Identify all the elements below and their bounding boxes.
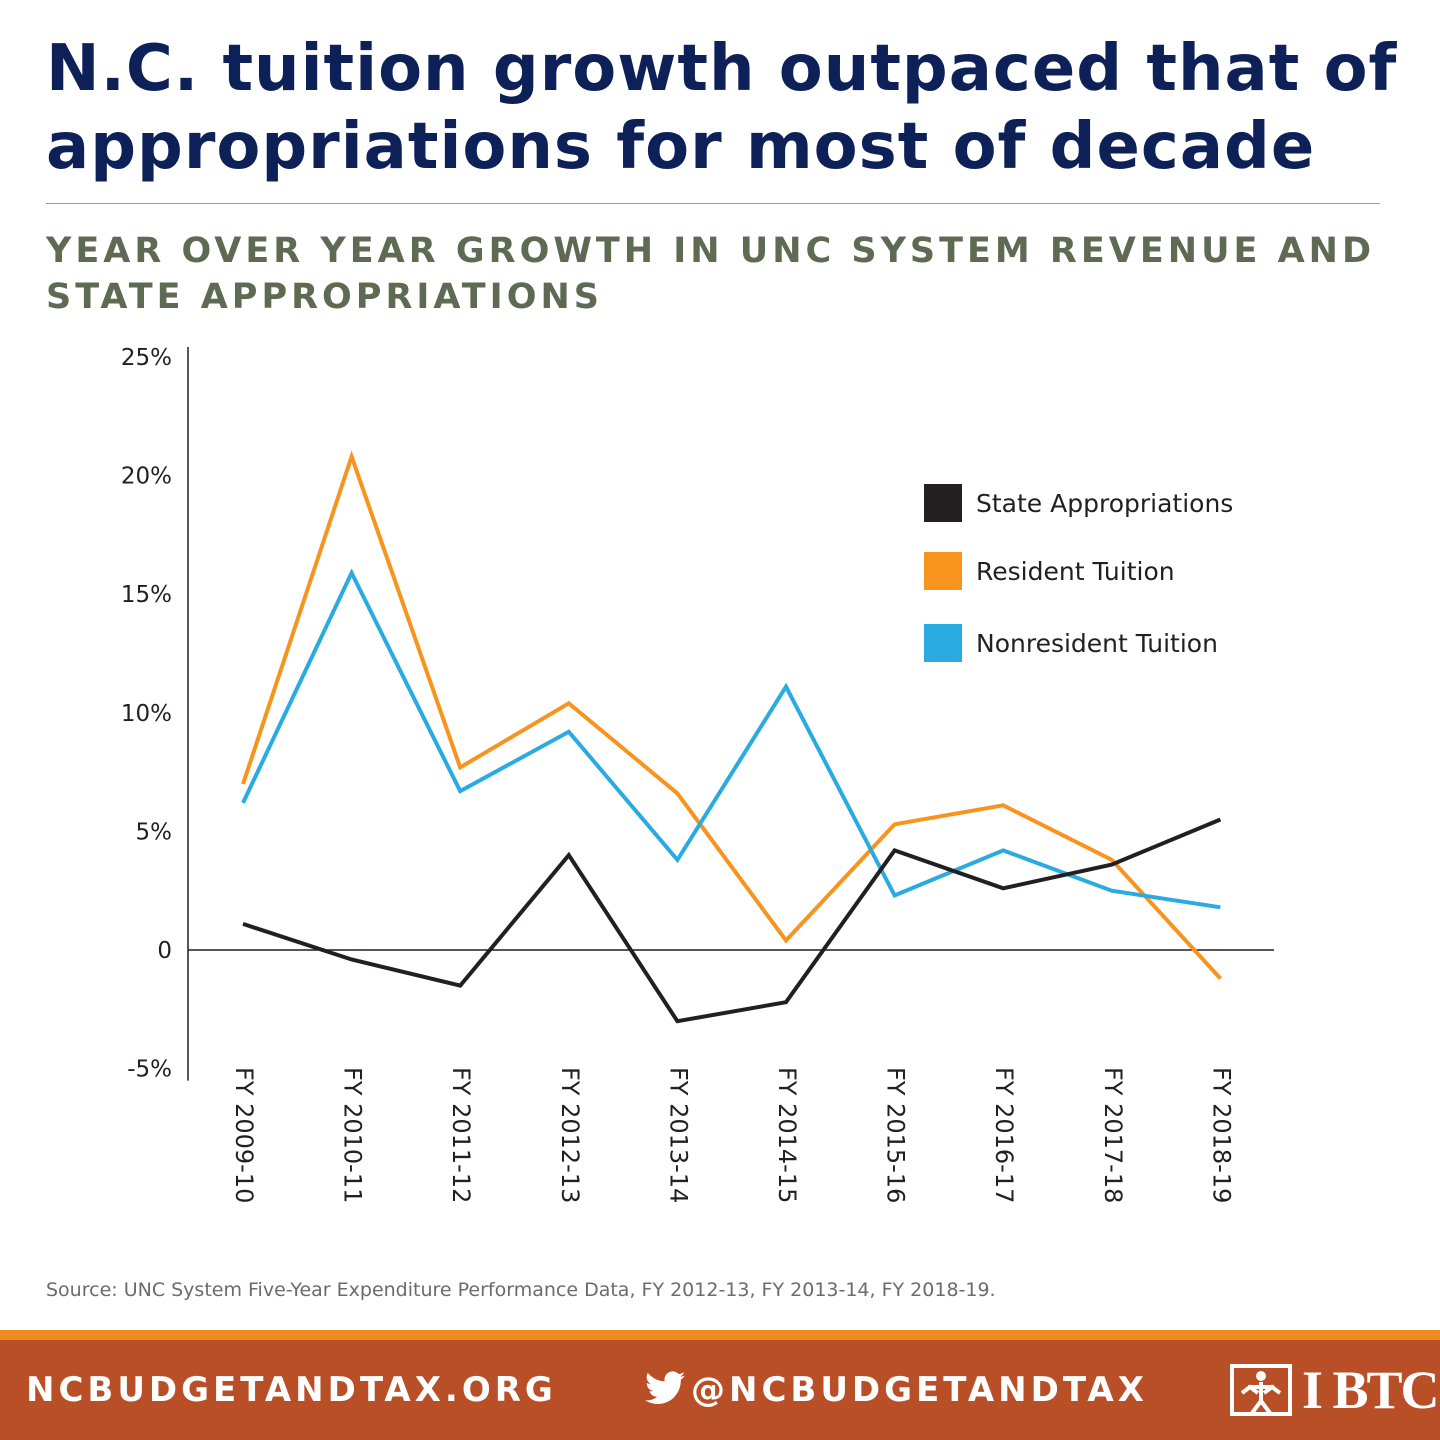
legend: State Appropriations Resident Tuition Nonr…	[924, 484, 1233, 662]
footer-bar: NCBUDGETANDTAX.ORG @NCBUDGETANDTAX I BTC	[0, 1340, 1440, 1440]
x-tick-label: FY 2012-13	[556, 1067, 584, 1203]
line-chart: 25%20%15%10%5%0-5% FY 2009-10 FY 2010-11 F…	[121, 345, 1274, 1203]
chart-subtitle: YEAR OVER YEAR GROWTH IN UNC SYSTEM REVE…	[46, 231, 1376, 317]
logo-text: I BTC	[1302, 1360, 1440, 1420]
y-tick-label: 0	[157, 938, 172, 964]
twitter-handle: @NCBUDGETANDTAX	[691, 1370, 1148, 1410]
legend-swatch	[924, 624, 962, 662]
y-tick-label: 10%	[121, 701, 172, 727]
y-tick-label: 15%	[121, 582, 172, 608]
legend-swatch	[924, 552, 962, 590]
x-tick-label: FY 2011-12	[447, 1067, 475, 1203]
x-tick-label: FY 2014-15	[773, 1067, 801, 1203]
x-tick-label: FY 2010-11	[339, 1067, 367, 1203]
nc-budget-tax-center-logo-icon	[1230, 1364, 1292, 1416]
btc-logo: I BTC	[1230, 1360, 1440, 1420]
y-tick-label: 5%	[136, 819, 173, 845]
footer-stripe	[0, 1330, 1440, 1340]
x-tick-label: FY 2013-14	[664, 1067, 692, 1203]
legend-swatch	[924, 484, 962, 522]
title-divider	[46, 203, 1380, 204]
y-axis: 25% 20% 15% 10% 5% 0 -5%	[121, 345, 1274, 1083]
x-tick-label: FY 2018-19	[1207, 1067, 1235, 1203]
x-tick-label: FY 2015-16	[882, 1067, 910, 1203]
twitter-link[interactable]: @NCBUDGETANDTAX	[645, 1370, 1148, 1410]
series-line-state-appropriations	[242, 817, 1222, 1024]
series-lines	[241, 450, 1222, 1024]
website-link[interactable]: NCBUDGETANDTAX.ORG	[26, 1370, 557, 1410]
x-tick-label: FY 2009-10	[230, 1067, 258, 1203]
page-title: N.C. tuition growth outpaced that of app…	[46, 32, 1398, 184]
legend-label: Resident Tuition	[976, 557, 1175, 586]
legend-label: State Appropriations	[976, 489, 1233, 518]
y-tick-label: 20%	[121, 464, 172, 490]
x-tick-label: FY 2017-18	[1099, 1067, 1127, 1203]
x-tick-label: FY 2016-17	[990, 1067, 1018, 1203]
source-note: Source: UNC System Five-Year Expenditure…	[46, 1279, 996, 1301]
y-tick-label: -5%	[127, 1057, 172, 1083]
series-line-nonresident-tuition	[241, 568, 1221, 910]
x-axis: FY 2009-10 FY 2010-11 FY 2011-12 FY 2012-13…	[230, 1067, 1235, 1203]
y-tick-label: 25%	[121, 345, 172, 371]
legend-label: Nonresident Tuition	[976, 629, 1218, 658]
series-line-resident-tuition	[241, 450, 1222, 980]
twitter-bird-icon	[645, 1371, 685, 1404]
